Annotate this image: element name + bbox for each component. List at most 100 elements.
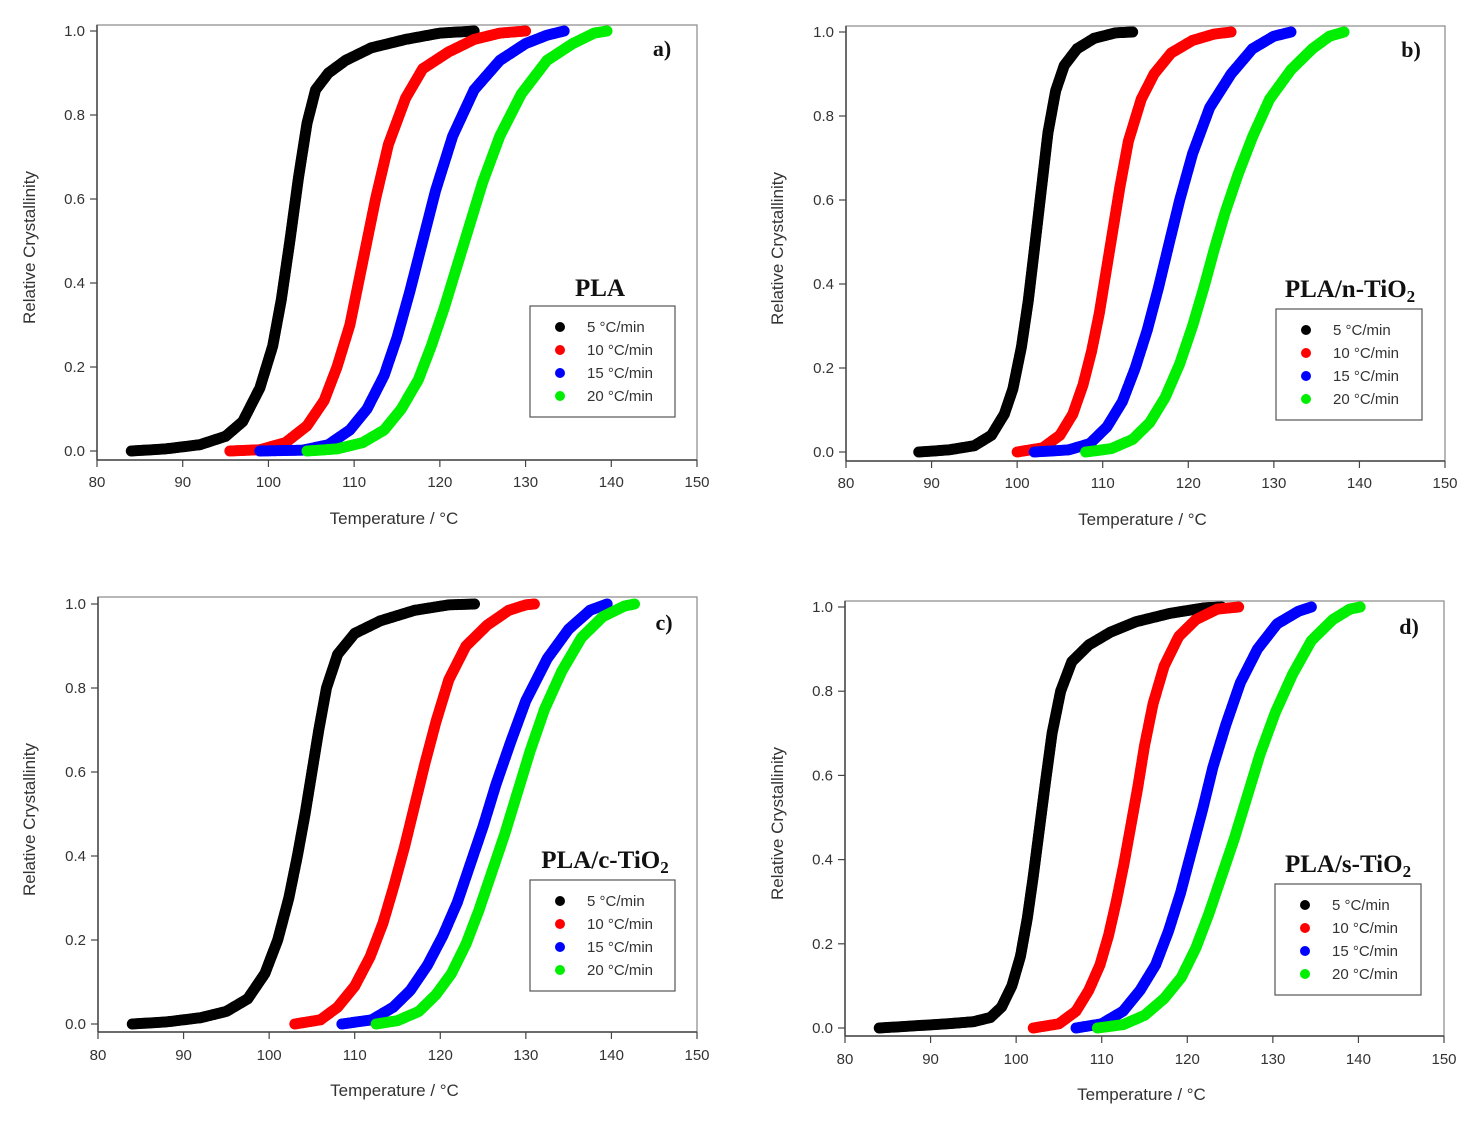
x-tick-label: 140 <box>1346 1051 1371 1068</box>
chart-panel-c: 80 90 100 110 120 130 140 1500.00.20.40.60.81.0… <box>20 596 710 1100</box>
x-tick-label: 90 <box>922 1051 939 1068</box>
y-tick-label: 1.0 <box>65 596 86 613</box>
y-tick-label: 0.6 <box>64 191 85 208</box>
x-tick-label: 80 <box>89 474 106 491</box>
chart-panel-d: 80 90 100 110 120 130 140 1500.00.20.40.60.81.0… <box>768 599 1457 1104</box>
x-tick-label: 120 <box>428 1047 453 1064</box>
y-axis-title: Relative Crystallinity <box>768 171 787 325</box>
legend-label: 15 °C/min <box>1333 368 1399 385</box>
chart-panel-b: 80 90 100 110 120 130 140 1500.00.20.40.60.81.0… <box>768 24 1458 529</box>
x-tick-label: 140 <box>1347 475 1372 492</box>
data-point <box>528 598 540 610</box>
series-5-cpm <box>913 26 1139 458</box>
y-axis-title: Relative Crystallinity <box>768 746 787 900</box>
legend-label: 10 °C/min <box>587 342 653 359</box>
data-point <box>1338 26 1350 38</box>
legend-marker <box>555 391 565 401</box>
x-tick-label: 140 <box>599 474 624 491</box>
panel-letter: d) <box>1399 614 1419 639</box>
data-point <box>601 25 613 37</box>
x-tick-label: 140 <box>599 1047 624 1064</box>
y-tick-label: 0.2 <box>64 359 85 376</box>
data-point <box>1127 26 1139 38</box>
x-tick-label: 100 <box>1005 475 1030 492</box>
series-15-cpm <box>254 25 570 457</box>
x-tick-label: 80 <box>837 1051 854 1068</box>
data-point <box>629 598 641 610</box>
y-tick-label: 0.2 <box>65 932 86 949</box>
legend-label: 20 °C/min <box>1332 966 1398 983</box>
series-10-cpm <box>289 598 540 1030</box>
data-point <box>469 598 481 610</box>
panel-title-subscript: 2 <box>1407 287 1416 306</box>
x-tick-label: 90 <box>175 1047 192 1064</box>
x-tick-label: 120 <box>1175 1051 1200 1068</box>
legend-label: 5 °C/min <box>1332 897 1390 914</box>
legend-marker <box>1301 371 1311 381</box>
y-tick-label: 0.0 <box>65 1016 86 1033</box>
panel-title-main: PLA/s-TiO <box>1285 851 1403 878</box>
y-tick-label: 1.0 <box>813 24 834 41</box>
y-tick-label: 0.0 <box>812 1020 833 1037</box>
panel-title: PLA <box>575 275 625 302</box>
data-point <box>1225 26 1237 38</box>
y-axis-title: Relative Crystallinity <box>20 170 39 324</box>
data-point <box>558 25 570 37</box>
panel-title-main: PLA <box>575 275 625 302</box>
legend-label: 5 °C/min <box>587 893 645 910</box>
series-10-cpm <box>1011 26 1237 458</box>
panel-letter: c) <box>655 610 672 635</box>
series-5-cpm <box>873 601 1228 1034</box>
y-tick-label: 0.0 <box>813 444 834 461</box>
legend-marker <box>555 942 565 952</box>
legend-label: 20 °C/min <box>587 388 653 405</box>
legend-marker <box>555 896 565 906</box>
y-axis-title: Relative Crystallinity <box>20 742 39 896</box>
x-tick-label: 150 <box>1432 475 1457 492</box>
x-tick-label: 150 <box>684 474 709 491</box>
y-tick-label: 0.4 <box>813 276 834 293</box>
panel-title-main: PLA/c-TiO <box>541 847 660 874</box>
x-tick-label: 150 <box>684 1047 709 1064</box>
y-tick-label: 0.8 <box>812 683 833 700</box>
y-tick-label: 0.2 <box>812 936 833 953</box>
x-tick-label: 110 <box>342 474 366 491</box>
data-point <box>1285 26 1297 38</box>
x-tick-label: 150 <box>1431 1051 1456 1068</box>
data-point <box>1354 601 1366 613</box>
series-10-cpm <box>1027 601 1245 1034</box>
x-tick-label: 130 <box>1261 475 1286 492</box>
legend-marker <box>555 368 565 378</box>
x-tick-label: 100 <box>1004 1051 1029 1068</box>
x-axis-title: Temperature / °C <box>1077 1085 1206 1104</box>
y-tick-label: 0.8 <box>64 107 85 124</box>
x-axis-title: Temperature / °C <box>330 1081 459 1100</box>
legend-label: 20 °C/min <box>1333 391 1399 408</box>
y-tick-label: 0.2 <box>813 360 834 377</box>
y-tick-label: 0.6 <box>813 192 834 209</box>
panel-title: PLA/n-TiO2 <box>1285 276 1415 306</box>
panel-title: PLA/s-TiO2 <box>1285 851 1411 881</box>
legend-marker <box>555 345 565 355</box>
y-tick-label: 0.6 <box>812 767 833 784</box>
x-axis-title: Temperature / °C <box>1078 510 1207 529</box>
y-tick-label: 1.0 <box>812 599 833 616</box>
x-tick-label: 90 <box>174 474 191 491</box>
series-20-cpm <box>1080 26 1350 458</box>
x-tick-label: 80 <box>90 1047 107 1064</box>
legend-marker <box>1301 325 1311 335</box>
x-tick-label: 130 <box>513 1047 538 1064</box>
legend-marker <box>1300 900 1310 910</box>
legend-label: 20 °C/min <box>587 962 653 979</box>
y-tick-label: 0.8 <box>813 108 834 125</box>
legend-label: 15 °C/min <box>1332 943 1398 960</box>
x-tick-label: 80 <box>838 475 855 492</box>
y-tick-label: 0.6 <box>65 764 86 781</box>
x-axis-title: Temperature / °C <box>330 509 459 528</box>
panel-letter: a) <box>653 36 671 61</box>
